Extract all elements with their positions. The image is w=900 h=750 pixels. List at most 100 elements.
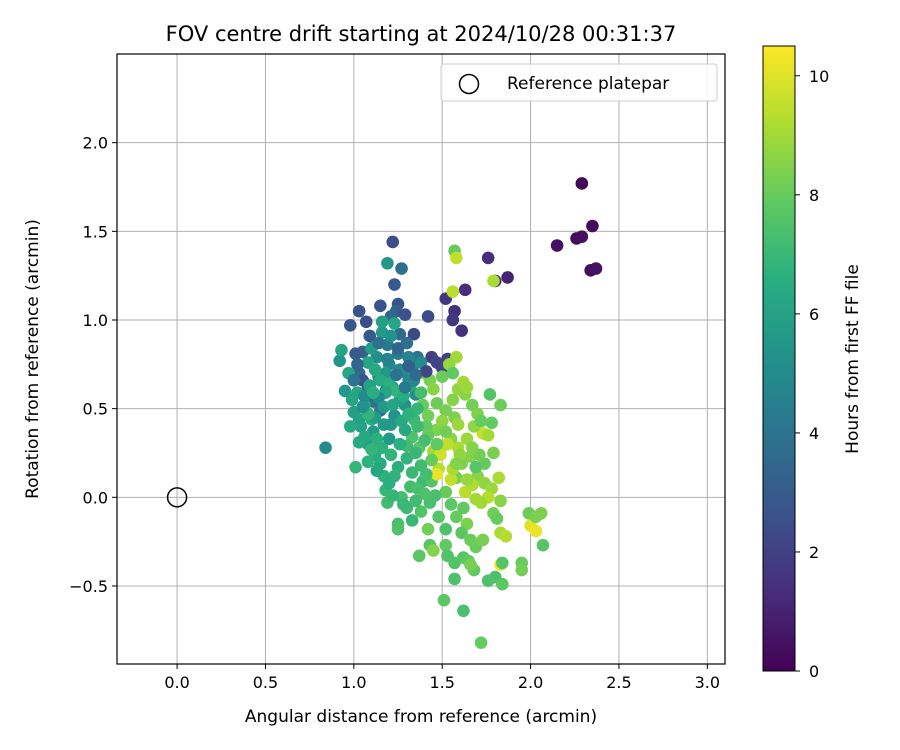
x-tick-label: 1.5 [429, 673, 454, 692]
legend-box [440, 63, 718, 102]
data-point [409, 446, 422, 460]
y-tick-label: 2.0 [83, 134, 108, 153]
data-point [381, 256, 394, 270]
data-point [393, 437, 407, 451]
data-point [455, 526, 468, 540]
data-point [441, 549, 454, 563]
data-point [405, 514, 419, 527]
data-point [391, 342, 405, 355]
data-point [550, 239, 564, 252]
data-point [490, 512, 504, 525]
data-point [384, 329, 398, 343]
data-point [351, 358, 364, 371]
data-point [418, 434, 431, 447]
x-tick-label: 1.0 [341, 673, 366, 692]
data-point [439, 485, 453, 499]
data-point [344, 420, 357, 433]
data-point [481, 574, 495, 587]
data-point [421, 310, 435, 323]
data-point [425, 453, 438, 467]
data-point [485, 416, 498, 430]
data-point [409, 494, 422, 508]
data-point [494, 494, 507, 508]
data-point [347, 373, 361, 387]
data-point [515, 563, 529, 577]
data-point [435, 414, 449, 428]
data-point [420, 467, 433, 481]
plot-frame [116, 53, 726, 665]
colorbar-tick-label: 2 [809, 543, 819, 562]
data-point [405, 466, 419, 479]
data-point [319, 441, 332, 454]
data-point [352, 304, 366, 318]
data-point [428, 489, 442, 502]
data-point [444, 473, 458, 486]
data-point [381, 352, 394, 366]
data-point [398, 381, 412, 394]
data-point [439, 404, 453, 417]
reference-layer [166, 487, 188, 508]
data-point [451, 418, 465, 431]
data-point [349, 347, 362, 360]
data-point [441, 437, 454, 451]
data-point [414, 386, 428, 399]
legend: Reference platepar [440, 63, 718, 102]
data-point [420, 365, 433, 378]
data-point [439, 522, 453, 536]
data-point [481, 251, 495, 265]
data-point [534, 506, 548, 520]
data-point [439, 538, 453, 552]
y-tick-label: 0.0 [83, 488, 108, 507]
data-point [427, 544, 440, 557]
data-point [375, 315, 389, 329]
data-point [352, 436, 366, 449]
data-point [409, 368, 422, 382]
data-point [464, 558, 477, 571]
x-axis: 0.0 0.5 1.0 1.5 2.0 2.5 3.0 [164, 664, 720, 692]
data-point [402, 350, 415, 364]
data-point [432, 510, 445, 524]
colorbar-ticks: 0 2 4 6 8 10 [795, 67, 829, 681]
data-point [398, 308, 412, 321]
data-point [448, 572, 461, 586]
data-point [389, 368, 403, 382]
scatter-points [319, 177, 603, 650]
data-point [474, 636, 488, 650]
data-point [335, 343, 348, 357]
data-point [465, 441, 479, 454]
data-point [586, 219, 599, 233]
data-point [575, 230, 589, 243]
data-point [458, 283, 472, 297]
data-point [372, 336, 385, 350]
data-point [460, 381, 474, 394]
data-point [458, 485, 472, 499]
data-point [407, 327, 421, 341]
data-point [444, 498, 458, 511]
data-point [450, 457, 463, 470]
data-point [430, 467, 444, 481]
data-point [349, 460, 362, 474]
legend-marker-open-circle [458, 73, 480, 95]
data-point [402, 359, 415, 373]
colorbar-label: Hours from first FF file [843, 264, 863, 454]
y-tick-label: 0.5 [83, 400, 108, 419]
data-point [402, 407, 415, 421]
data-point [450, 510, 463, 524]
data-point [469, 492, 483, 506]
data-point [382, 476, 396, 490]
x-tick-label: 2.5 [606, 673, 631, 692]
data-point [446, 366, 460, 380]
colorbar-tick-label: 10 [809, 67, 829, 86]
data-point [499, 530, 513, 543]
data-point [430, 397, 444, 410]
data-point [427, 382, 440, 396]
data-point [529, 524, 543, 538]
data-point [492, 471, 506, 485]
x-axis-label: Angular distance from reference (arcmin) [245, 707, 597, 727]
colorbar-gradient [762, 45, 796, 672]
data-point [481, 428, 495, 442]
x-tick-label: 2.0 [518, 673, 543, 692]
data-point [370, 464, 384, 478]
data-point [483, 388, 497, 401]
